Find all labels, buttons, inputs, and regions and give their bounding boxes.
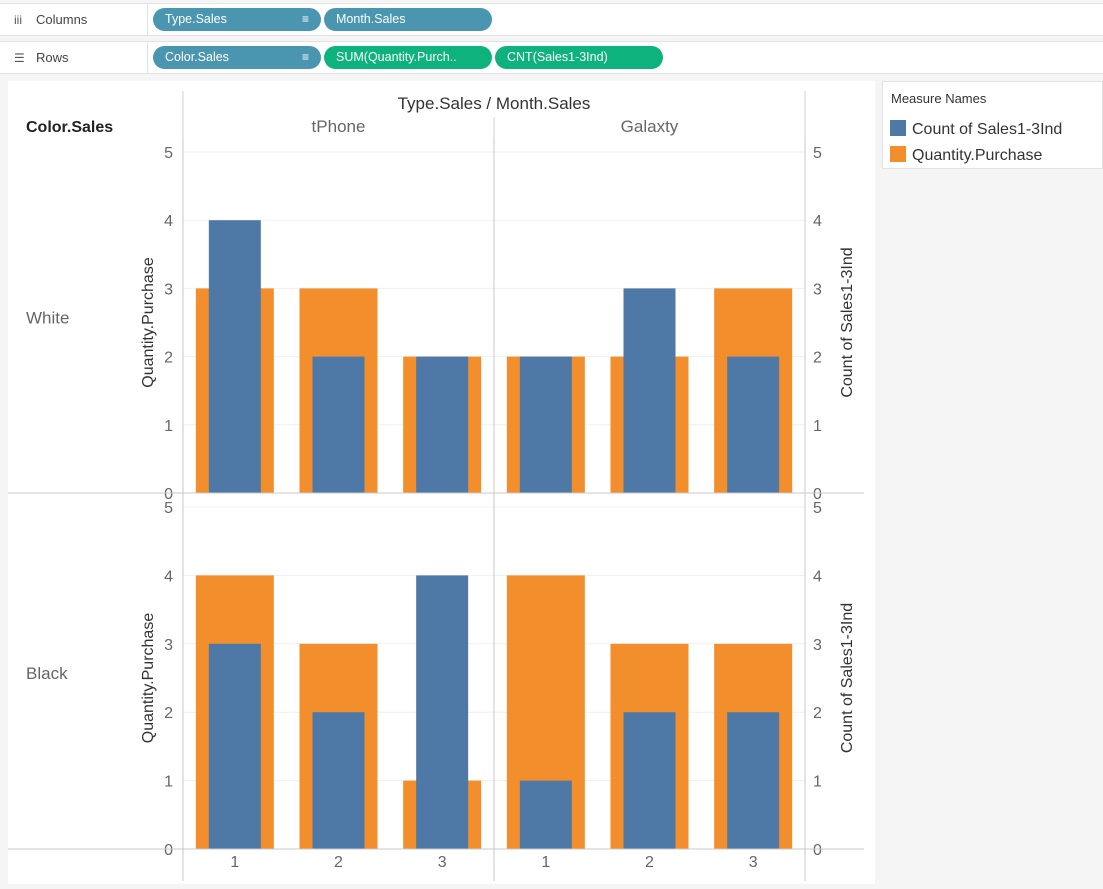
legend-title: Measure Names xyxy=(891,91,987,106)
y-tick-label-left: 0 xyxy=(164,842,173,859)
y-tick-label-right: 1 xyxy=(813,774,822,791)
y-tick-label-left: 1 xyxy=(164,774,173,791)
y-tick-label-left: 1 xyxy=(164,418,173,435)
legend-item-quantity[interactable]: Quantity.Purchase xyxy=(890,146,1042,164)
bar-count-sales xyxy=(623,288,676,493)
bar-count-sales xyxy=(416,575,469,849)
y-tick-label-right: 3 xyxy=(813,281,822,298)
y-tick-label-left: 2 xyxy=(164,350,173,367)
y-tick-label-right: 3 xyxy=(813,637,822,654)
y-tick-label-left: 4 xyxy=(164,213,173,230)
bar-count-sales xyxy=(312,712,365,849)
legend: Measure Names Count of Sales1-3Ind Quant… xyxy=(882,81,1103,169)
y-tick-label-right: 0 xyxy=(813,842,822,859)
columns-icon: iii xyxy=(14,13,22,27)
rows-shelf-label: ☰ Rows xyxy=(0,42,148,73)
sort-icon[interactable]: ≡ xyxy=(301,12,309,26)
y-tick-label-left: 5 xyxy=(164,500,173,517)
bar-count-sales xyxy=(208,643,261,849)
column-header-tphone: tPhone xyxy=(312,117,366,136)
bar-count-sales xyxy=(727,712,780,849)
bar-count-sales xyxy=(519,356,572,493)
y-tick-label-left: 5 xyxy=(164,145,173,162)
y-tick-label-right: 0 xyxy=(813,486,822,503)
bar-count-sales xyxy=(623,712,676,849)
legend-swatch xyxy=(890,120,906,136)
y-tick-label-left: 3 xyxy=(164,637,173,654)
bar-count-sales xyxy=(312,356,365,493)
y-tick-label-right: 4 xyxy=(813,213,822,230)
x-tick-label: 2 xyxy=(645,854,654,871)
y-tick-label-right: 5 xyxy=(813,145,822,162)
x-tick-label: 2 xyxy=(334,854,343,871)
y-tick-label-left: 2 xyxy=(164,705,173,722)
y-tick-label-right: 1 xyxy=(813,418,822,435)
row-label-white: White xyxy=(26,309,69,328)
y-axis-title-left: Quantity.Purchase xyxy=(140,257,157,388)
y-tick-label-left: 4 xyxy=(164,568,173,585)
bar-count-sales xyxy=(519,780,572,849)
y-axis-title-right: Count of Sales1-3Ind xyxy=(839,247,856,397)
chart-area: Type.Sales / Month.Sales Color.Sales tPhon… xyxy=(8,81,875,884)
bar-count-sales xyxy=(727,356,780,493)
rows-shelf: ☰ Rows Color.Sales ≡ SUM(Quantity.Purch..… xyxy=(0,41,1103,74)
bar-count-sales xyxy=(416,356,469,493)
row-label-black: Black xyxy=(26,664,68,683)
y-axis-title-right: Count of Sales1-3Ind xyxy=(839,603,856,753)
pill-cnt-sales[interactable]: CNT(Sales1-3Ind) xyxy=(495,46,663,69)
y-tick-label-left: 3 xyxy=(164,281,173,298)
row-header-title: Color.Sales xyxy=(26,119,113,136)
y-tick-label-right: 5 xyxy=(813,500,822,517)
y-tick-label-right: 2 xyxy=(813,350,822,367)
y-tick-label-right: 4 xyxy=(813,568,822,585)
columns-shelf: iii Columns Type.Sales ≡ Month.Sales xyxy=(0,3,1103,36)
sort-icon[interactable]: ≡ xyxy=(301,50,309,64)
x-tick-label: 1 xyxy=(541,854,550,871)
y-axis-title-left: Quantity.Purchase xyxy=(140,613,157,744)
columns-shelf-label: iii Columns xyxy=(0,4,148,35)
y-tick-label-left: 0 xyxy=(164,486,173,503)
legend-swatch xyxy=(890,146,906,162)
legend-item-count[interactable]: Count of Sales1-3Ind xyxy=(890,120,1062,138)
pill-type-sales[interactable]: Type.Sales ≡ xyxy=(153,8,321,31)
x-tick-label: 1 xyxy=(230,854,239,871)
pill-month-sales[interactable]: Month.Sales xyxy=(324,8,492,31)
pill-sum-quantity-purchase[interactable]: SUM(Quantity.Purch.. xyxy=(324,46,492,69)
rows-icon: ☰ xyxy=(14,51,25,65)
bar-chart: Type.Sales / Month.Sales Color.Sales tPhon… xyxy=(8,91,864,881)
y-tick-label-right: 2 xyxy=(813,705,822,722)
x-tick-label: 3 xyxy=(749,854,758,871)
column-header-galaxty: Galaxty xyxy=(621,117,679,136)
x-tick-label: 3 xyxy=(438,854,447,871)
pill-color-sales[interactable]: Color.Sales ≡ xyxy=(153,46,321,69)
chart-title: Type.Sales / Month.Sales xyxy=(398,94,591,113)
bar-count-sales xyxy=(208,220,261,493)
